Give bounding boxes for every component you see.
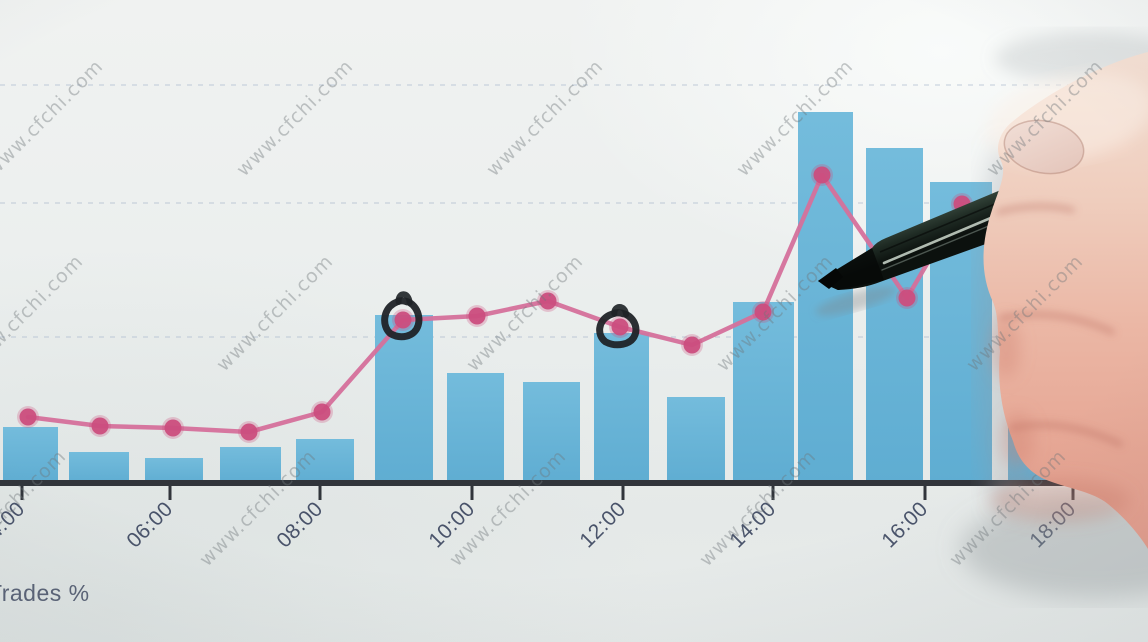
pen-seam	[879, 195, 1015, 253]
data-point	[754, 303, 772, 321]
data-point	[240, 423, 258, 441]
bar	[145, 458, 203, 483]
data-point	[313, 403, 331, 421]
data-point	[164, 419, 182, 437]
annotation-circle-flick	[611, 304, 630, 318]
gridlines	[0, 84, 1148, 338]
legend-label: Trades %	[0, 580, 90, 606]
pen-shadow	[815, 286, 897, 316]
pen-tip-nub	[818, 268, 843, 289]
data-point	[468, 307, 486, 325]
data-point	[813, 166, 831, 184]
trades-line-series	[17, 164, 973, 443]
data-point	[91, 417, 109, 435]
hand	[983, 52, 1148, 549]
data-point	[394, 311, 412, 329]
data-point	[611, 318, 629, 336]
trades-line	[25, 172, 965, 435]
bar	[866, 148, 923, 483]
bar	[69, 452, 129, 483]
bar	[3, 427, 58, 483]
bar	[594, 333, 649, 483]
data-point	[19, 408, 37, 426]
annotation-circle-flick	[395, 291, 413, 306]
pen-highlight-soft	[881, 217, 1009, 271]
bar	[220, 447, 281, 483]
bar	[733, 302, 794, 483]
bar	[667, 397, 725, 483]
thumb-nail	[1003, 119, 1085, 175]
data-point	[683, 336, 701, 354]
hand-drawn-annotations	[381, 291, 640, 349]
data-point	[539, 292, 557, 310]
bar	[447, 373, 504, 483]
bar	[296, 439, 354, 483]
finger-shading	[990, 318, 1130, 522]
data-point	[898, 289, 916, 307]
bar	[523, 382, 580, 483]
